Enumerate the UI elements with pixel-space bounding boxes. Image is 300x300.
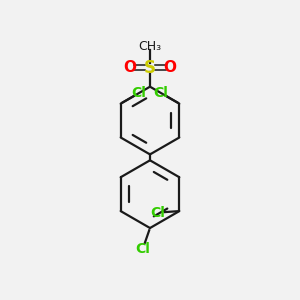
Text: Cl: Cl — [135, 242, 150, 256]
Text: O: O — [124, 60, 136, 75]
Text: CH₃: CH₃ — [138, 40, 162, 52]
Text: S: S — [144, 58, 156, 76]
Text: Cl: Cl — [151, 206, 166, 220]
Text: O: O — [164, 60, 176, 75]
Text: Cl: Cl — [154, 86, 168, 100]
Text: Cl: Cl — [132, 86, 146, 100]
